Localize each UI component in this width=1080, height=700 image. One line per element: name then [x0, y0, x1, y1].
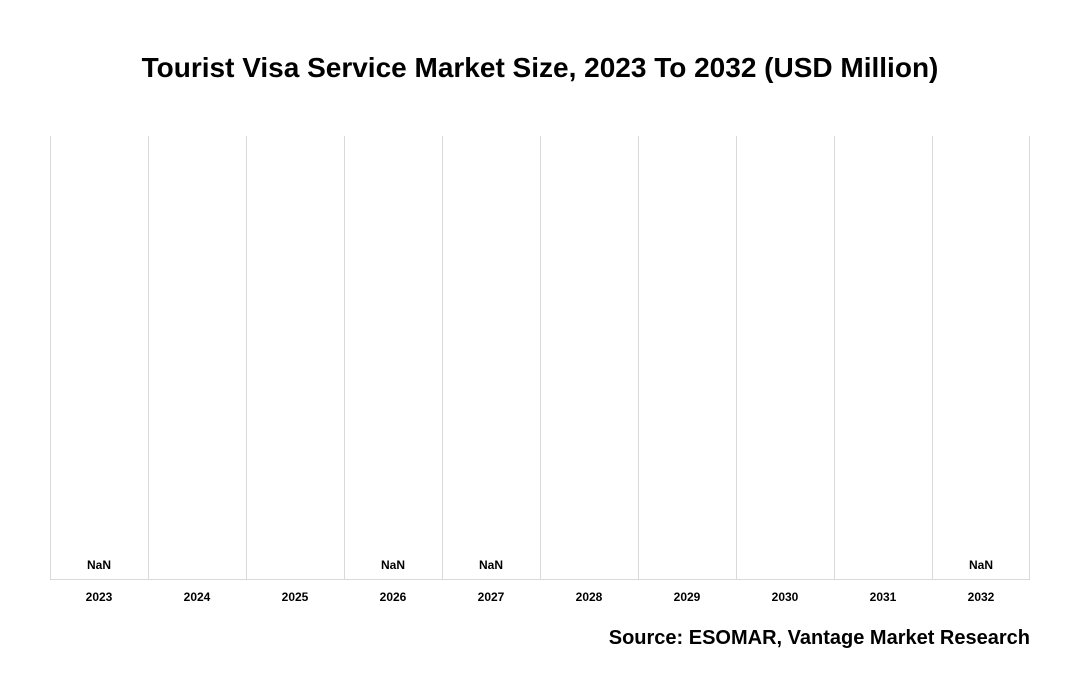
x-axis-label: 2023 [86, 590, 113, 604]
gridline [50, 136, 51, 579]
chart-container: Tourist Visa Service Market Size, 2023 T… [0, 0, 1080, 700]
bar-value-label: NaN [87, 558, 111, 572]
gridline [540, 136, 541, 579]
chart-title: Tourist Visa Service Market Size, 2023 T… [0, 52, 1080, 84]
source-attribution: Source: ESOMAR, Vantage Market Research [609, 627, 1030, 650]
bar-value-label: NaN [969, 558, 993, 572]
gridline [442, 136, 443, 579]
gridline [736, 136, 737, 579]
x-axis-label: 2031 [870, 590, 897, 604]
gridline [246, 136, 247, 579]
bar-value-label: NaN [479, 558, 503, 572]
gridline [834, 136, 835, 579]
gridline [638, 136, 639, 579]
x-axis-label: 2027 [478, 590, 505, 604]
x-axis-label: 2032 [968, 590, 995, 604]
gridline [148, 136, 149, 579]
x-axis-label: 2030 [772, 590, 799, 604]
gridline [344, 136, 345, 579]
x-axis-label: 2028 [576, 590, 603, 604]
gridline [932, 136, 933, 579]
x-axis-label: 2029 [674, 590, 701, 604]
x-axis-label: 2025 [282, 590, 309, 604]
plot-area [50, 136, 1030, 580]
x-axis-label: 2024 [184, 590, 211, 604]
bar-value-label: NaN [381, 558, 405, 572]
x-axis-label: 2026 [380, 590, 407, 604]
